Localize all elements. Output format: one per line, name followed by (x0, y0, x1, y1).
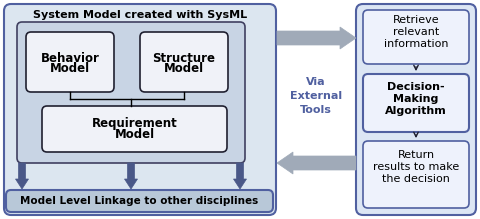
FancyBboxPatch shape (6, 190, 273, 212)
FancyBboxPatch shape (363, 141, 469, 208)
FancyBboxPatch shape (17, 22, 245, 163)
Text: System Model created with SysML: System Model created with SysML (33, 10, 247, 20)
FancyBboxPatch shape (42, 106, 227, 152)
Polygon shape (277, 152, 356, 174)
Polygon shape (277, 27, 356, 49)
FancyBboxPatch shape (140, 32, 228, 92)
Text: External: External (290, 91, 342, 101)
FancyBboxPatch shape (363, 74, 469, 132)
Text: Retrieve: Retrieve (393, 15, 439, 25)
Polygon shape (233, 163, 247, 189)
Text: Requirement: Requirement (92, 118, 178, 131)
FancyBboxPatch shape (26, 32, 114, 92)
Polygon shape (124, 163, 137, 189)
Text: Decision-: Decision- (387, 82, 445, 92)
Text: Via: Via (306, 77, 326, 87)
Text: relevant: relevant (393, 27, 439, 37)
Text: Behavior: Behavior (41, 51, 99, 65)
Text: Tools: Tools (300, 105, 332, 115)
FancyBboxPatch shape (4, 4, 276, 215)
Text: results to make: results to make (373, 162, 459, 172)
Text: Algorithm: Algorithm (385, 106, 447, 116)
Text: Model: Model (114, 129, 155, 141)
Text: Structure: Structure (153, 51, 216, 65)
Text: information: information (384, 39, 448, 49)
Text: Return: Return (397, 150, 434, 160)
Text: Model Level Linkage to other disciplines: Model Level Linkage to other disciplines (20, 196, 259, 206)
Polygon shape (15, 163, 28, 189)
FancyBboxPatch shape (356, 4, 476, 215)
Text: Model: Model (50, 62, 90, 76)
Text: the decision: the decision (382, 174, 450, 184)
Text: Making: Making (393, 94, 439, 104)
Text: Model: Model (164, 62, 204, 76)
FancyBboxPatch shape (363, 10, 469, 64)
